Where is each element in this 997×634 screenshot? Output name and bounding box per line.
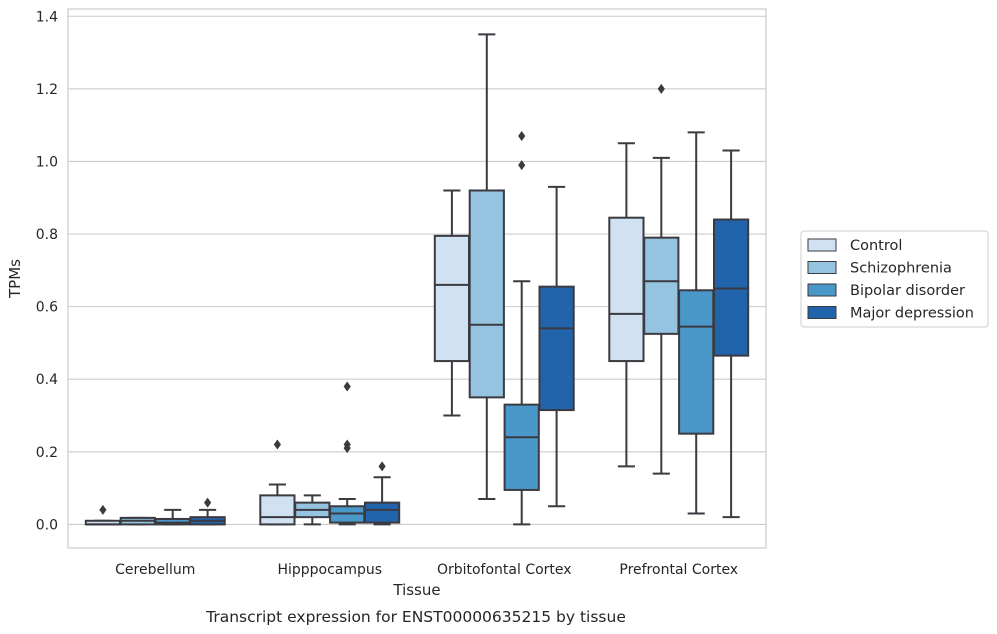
- outlier-point: [518, 160, 526, 171]
- box-schizophrenia: [119, 516, 156, 526]
- legend-label: Schizophrenia: [850, 261, 952, 277]
- y-tick-label: 1.0: [36, 154, 58, 170]
- box-schizophrenia: [643, 83, 680, 475]
- y-tick-label: 0.4: [36, 372, 58, 388]
- box-bipolar-disorder: [329, 381, 366, 526]
- outlier-point: [343, 381, 351, 392]
- y-tick-label: 1.2: [36, 82, 58, 98]
- y-tick-labels: 0.0 0.2 0.4 0.6 0.8 1.0 1.2 1.4: [36, 9, 58, 533]
- outlier-point: [657, 83, 665, 94]
- x-tick-label: Hipppocampus: [277, 562, 382, 578]
- box-bipolar-disorder: [154, 508, 191, 526]
- legend-label: Control: [850, 238, 902, 254]
- outlier-point: [378, 461, 386, 472]
- box-schizophrenia: [468, 33, 505, 500]
- x-tick-labels: Cerebellum Hipppocampus Orbitofontal Corte…: [115, 562, 738, 578]
- legend-swatch: [807, 306, 837, 319]
- outlier-point: [204, 497, 212, 508]
- box-major-depression: [189, 497, 226, 526]
- legend: Control Schizophrenia Bipolar disorder Majo…: [800, 230, 989, 328]
- y-tick-label: 0.6: [36, 300, 58, 316]
- legend-swatch: [807, 238, 837, 252]
- box-iqr: [678, 289, 715, 435]
- legend-label: Major depression: [850, 306, 974, 322]
- box-control: [259, 439, 296, 526]
- outlier-point: [99, 504, 107, 515]
- box-iqr: [643, 236, 680, 335]
- box-iqr: [259, 494, 296, 526]
- box-iqr: [468, 189, 505, 399]
- box-iqr: [538, 285, 575, 412]
- box-major-depression: [712, 149, 750, 519]
- box-iqr: [503, 403, 540, 491]
- plot-frame: [67, 8, 767, 549]
- legend-swatch: [807, 283, 837, 297]
- chart-caption: Transcript expression for ENST0000063521…: [205, 608, 626, 626]
- legend-frame: [800, 230, 989, 328]
- box-major-depression: [538, 185, 575, 508]
- box-iqr: [363, 501, 401, 524]
- legend-label: Bipolar disorder: [850, 283, 965, 299]
- y-tick-label: 0.0: [36, 517, 58, 533]
- box-schizophrenia: [294, 494, 331, 526]
- box-iqr: [608, 216, 645, 363]
- box-control: [433, 189, 471, 417]
- gridlines: [68, 15, 766, 525]
- box-control: [608, 142, 645, 468]
- box-control: [84, 504, 122, 526]
- y-axis-label: TPMs: [6, 259, 24, 299]
- y-tick-label: 0.8: [36, 227, 58, 243]
- outlier-point: [518, 131, 526, 142]
- legend-swatch: [807, 261, 837, 274]
- box-bipolar-disorder: [503, 131, 540, 526]
- box-iqr: [433, 234, 471, 363]
- y-tick-label: 0.2: [36, 445, 58, 461]
- x-axis-label: Tissue: [392, 581, 440, 599]
- x-tick-label: Cerebellum: [115, 562, 195, 578]
- y-tick-label: 1.4: [36, 9, 58, 25]
- x-tick-label: Orbitofontal Cortex: [437, 562, 572, 578]
- outlier-point: [343, 439, 351, 450]
- box-groups: [84, 33, 750, 526]
- x-tick-label: Prefrontal Cortex: [619, 562, 738, 578]
- box-bipolar-disorder: [678, 131, 715, 515]
- box-major-depression: [363, 461, 401, 526]
- outlier-point: [273, 439, 281, 450]
